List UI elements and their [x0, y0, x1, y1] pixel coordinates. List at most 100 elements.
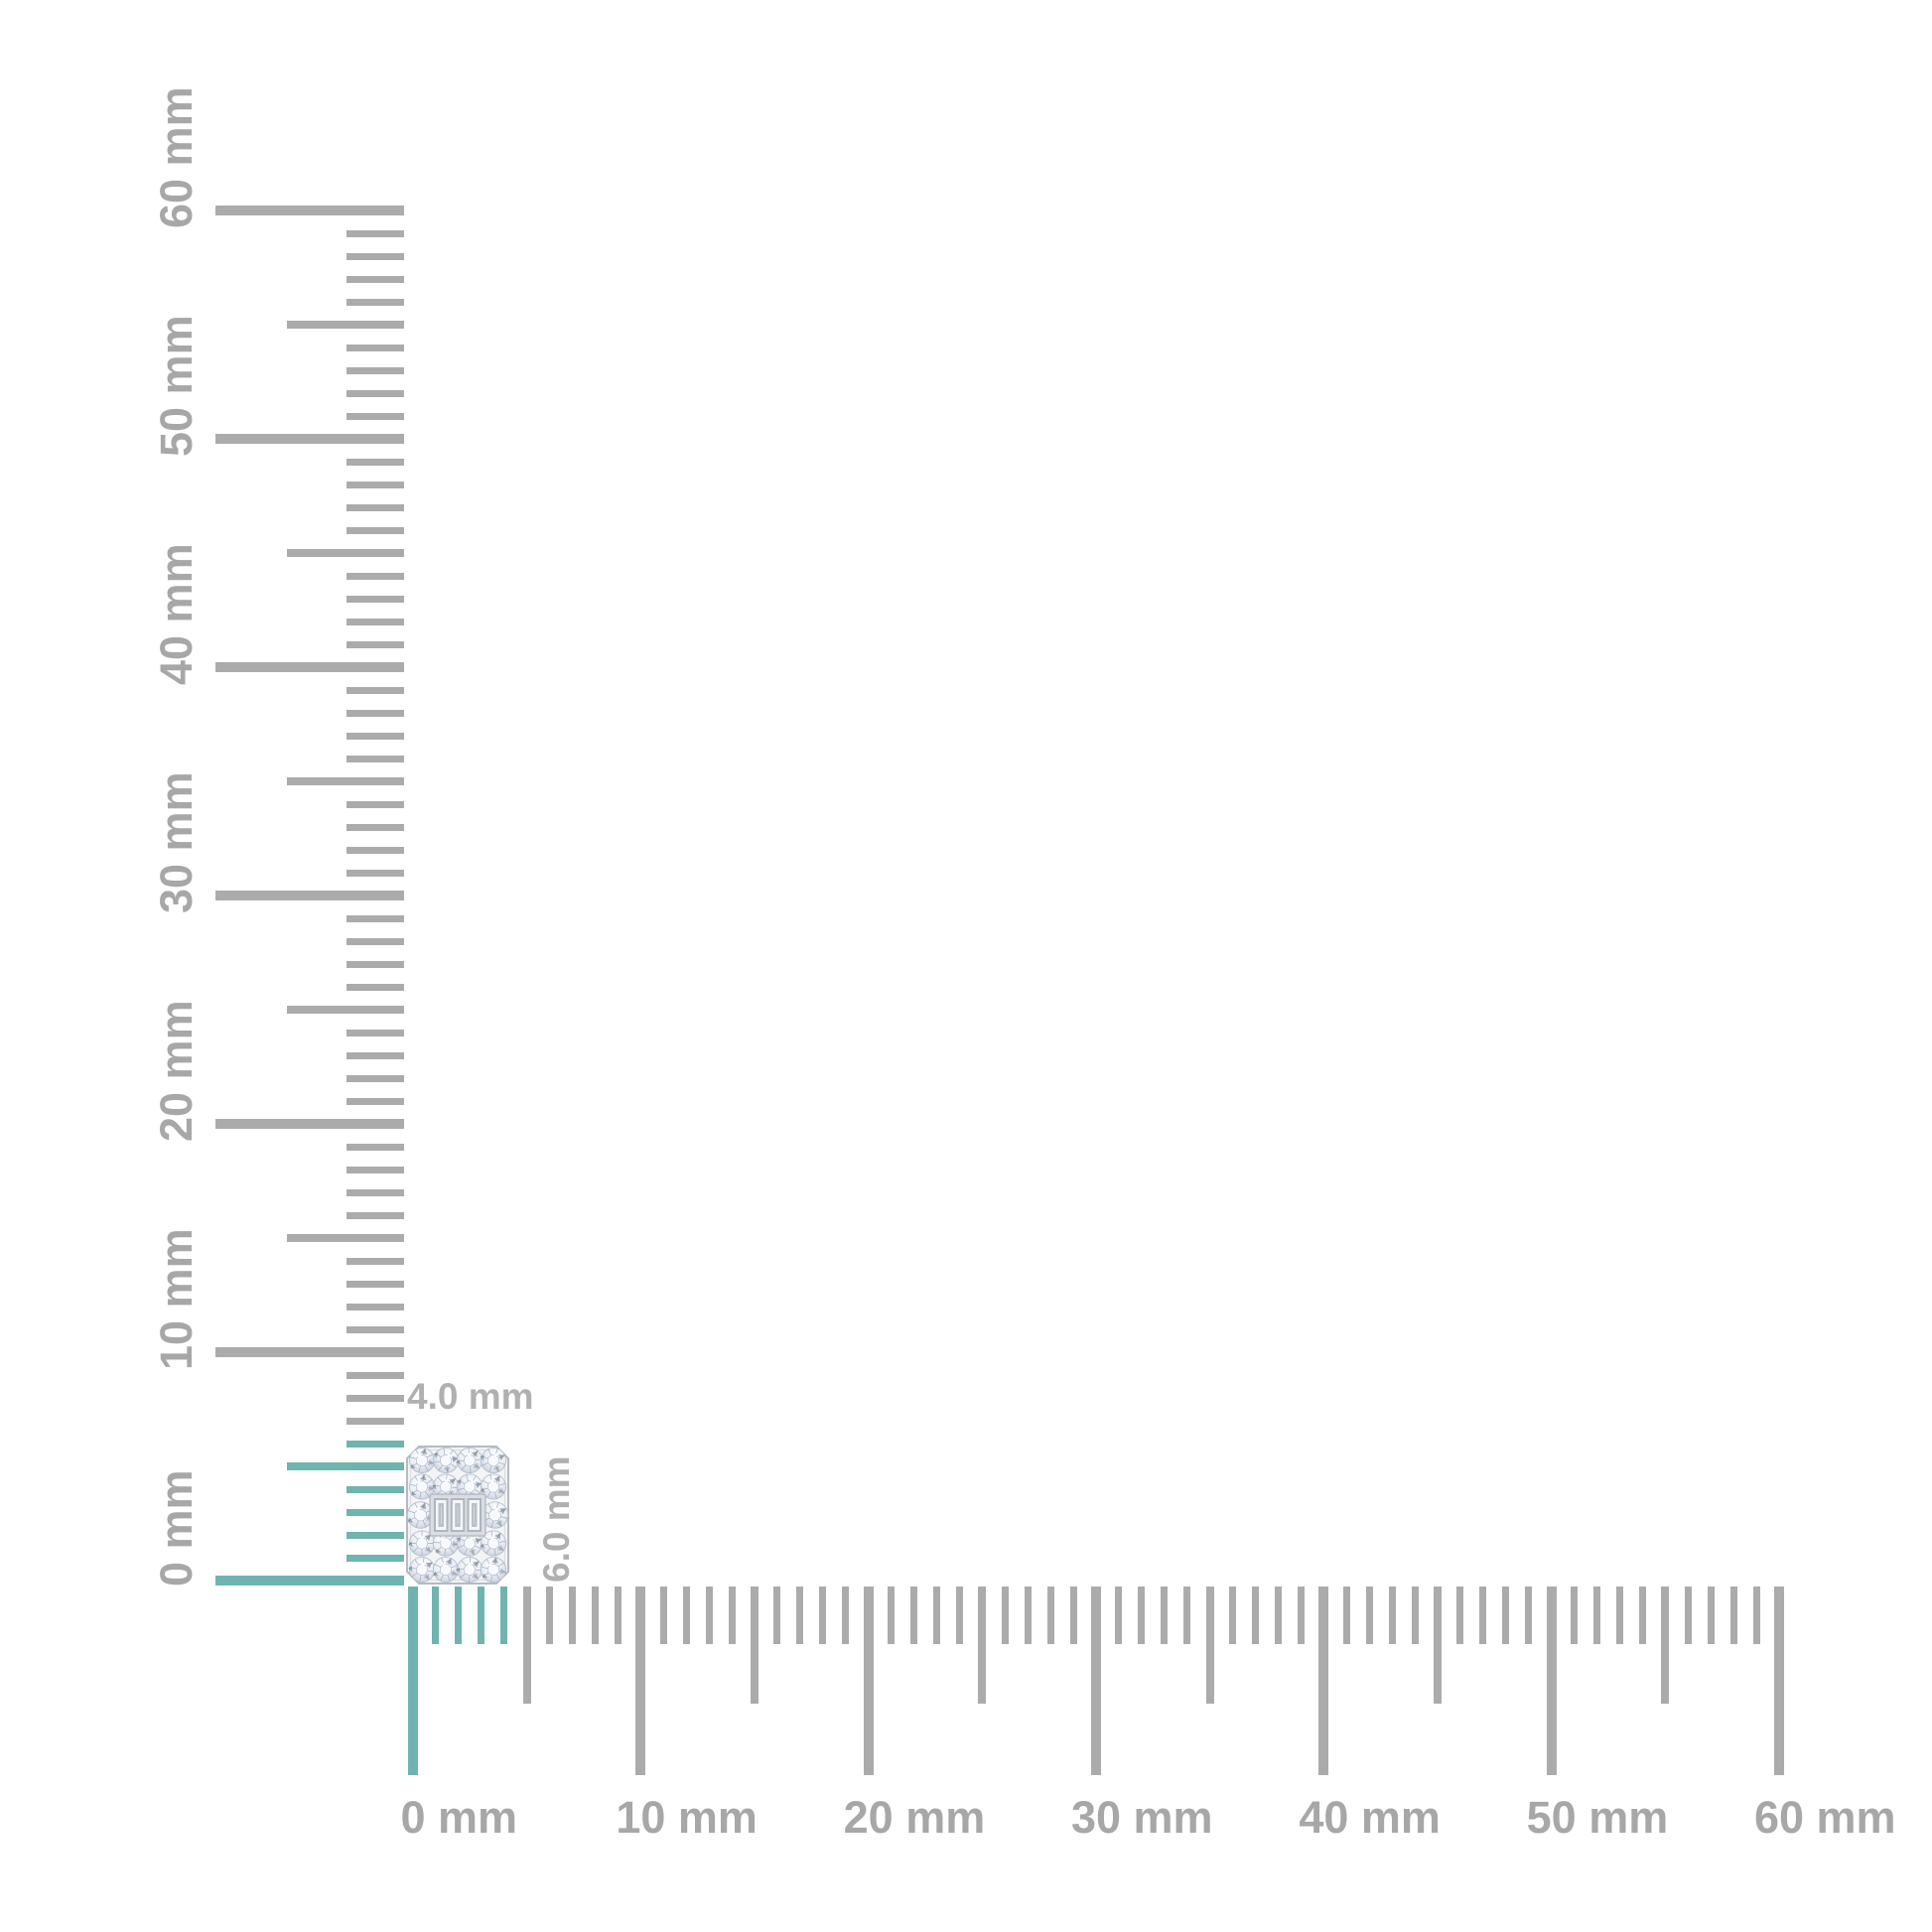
ruler-tick	[346, 686, 404, 694]
ruler-tick	[346, 618, 404, 625]
ruler-tick	[1502, 1587, 1510, 1644]
ruler-tick	[346, 1485, 404, 1493]
ruler-tick	[1593, 1587, 1601, 1644]
ruler-tick	[1752, 1587, 1760, 1644]
horizontal-ruler-label: 30 mm	[1070, 1792, 1213, 1843]
ruler-tick	[888, 1587, 896, 1644]
ruler-tick	[346, 732, 404, 740]
ruler-tick	[432, 1587, 440, 1644]
ruler-tick	[1297, 1587, 1305, 1644]
ruler-tick	[346, 252, 404, 260]
ruler-tick	[1615, 1587, 1623, 1644]
ruler-tick	[346, 846, 404, 854]
ruler-tick	[1525, 1587, 1533, 1644]
ruler-tick	[346, 937, 404, 945]
ruler-tick	[215, 1347, 404, 1357]
ruler-tick	[705, 1587, 713, 1644]
horizontal-ruler-label: 10 mm	[616, 1792, 758, 1843]
ruler-tick	[346, 755, 404, 762]
ruler-tick	[346, 595, 404, 603]
ruler-tick	[455, 1587, 463, 1644]
ruler-tick	[346, 481, 404, 488]
ruler-tick	[1638, 1587, 1646, 1644]
ruler-tick	[346, 275, 404, 283]
ruler-tick	[346, 1166, 404, 1173]
ruler-tick	[1571, 1587, 1579, 1644]
ruler-tick	[569, 1587, 577, 1644]
ruler-tick	[522, 1587, 531, 1704]
ruler-tick	[863, 1587, 874, 1775]
ruler-tick	[346, 1554, 404, 1562]
ruler-tick	[1456, 1587, 1464, 1644]
ruler-tick	[346, 1188, 404, 1196]
ruler-tick	[932, 1587, 940, 1644]
ruler-tick	[1773, 1587, 1784, 1775]
ruler-tick	[1684, 1587, 1692, 1644]
ruler-tick	[215, 1119, 404, 1129]
ruler-tick	[346, 800, 404, 808]
ruler-tick	[346, 1531, 404, 1539]
ruler-tick	[728, 1587, 736, 1644]
ruler-tick	[1252, 1587, 1260, 1644]
ruler-tick	[346, 1417, 404, 1425]
ruler-tick	[215, 891, 404, 900]
horizontal-ruler-label: 40 mm	[1299, 1792, 1441, 1843]
ruler-tick	[346, 1371, 404, 1379]
ruler-tick	[215, 206, 404, 215]
ruler-tick	[1388, 1587, 1396, 1644]
ruler-tick	[346, 960, 404, 968]
ruler-tick	[546, 1587, 554, 1644]
ruler-tick	[346, 869, 404, 877]
ruler-tick	[1046, 1587, 1054, 1644]
ruler-tick	[287, 1462, 404, 1470]
horizontal-ruler-label: 50 mm	[1526, 1792, 1669, 1843]
ruler-tick	[346, 572, 404, 580]
ruler-tick	[346, 458, 404, 466]
ruler-tick	[346, 389, 404, 397]
ruler-tick	[955, 1587, 963, 1644]
ruler-tick	[1024, 1587, 1032, 1644]
ruler-tick	[215, 1576, 404, 1586]
ruler-tick	[346, 503, 404, 511]
ruler-tick	[659, 1587, 667, 1644]
ruler-tick	[408, 1587, 418, 1775]
ruler-tick	[346, 709, 404, 717]
ruler-tick	[1229, 1587, 1237, 1644]
item-height-label: 6.0 mm	[536, 1455, 577, 1583]
ruler-tick	[346, 1303, 404, 1311]
ruler-tick	[819, 1587, 827, 1644]
ruler-tick	[346, 229, 404, 237]
ruler-tick	[1729, 1587, 1737, 1644]
ruler-tick	[346, 1394, 404, 1402]
ruler-tick	[796, 1587, 804, 1644]
ruler-tick	[346, 914, 404, 922]
ruler-tick	[1069, 1587, 1077, 1644]
ruler-tick	[682, 1587, 690, 1644]
horizontal-ruler-label: 0 mm	[400, 1792, 518, 1843]
ruler-tick	[287, 777, 404, 785]
ruler-tick	[346, 1257, 404, 1265]
ruler-tick	[346, 366, 404, 374]
ruler-tick	[346, 1508, 404, 1516]
ruler-tick	[346, 983, 404, 991]
ruler-tick	[750, 1587, 759, 1704]
ruler-tick	[346, 1097, 404, 1105]
ruler-tick	[215, 662, 404, 672]
ruler-tick	[346, 823, 404, 831]
ruler-tick	[346, 1029, 404, 1036]
ruler-tick	[1001, 1587, 1009, 1644]
horizontal-ruler-label: 20 mm	[843, 1792, 986, 1843]
ruler-tick	[1205, 1587, 1214, 1704]
ruler-tick	[287, 549, 404, 557]
ruler-tick	[346, 1143, 404, 1151]
ruler-tick	[842, 1587, 850, 1644]
ruler-tick	[1138, 1587, 1146, 1644]
ruler-tick	[346, 344, 404, 351]
ruler-tick	[978, 1587, 987, 1704]
ruler-tick	[478, 1587, 485, 1644]
ruler-tick	[287, 321, 404, 329]
ruler-tick	[346, 1280, 404, 1288]
ruler-tick	[500, 1587, 508, 1644]
